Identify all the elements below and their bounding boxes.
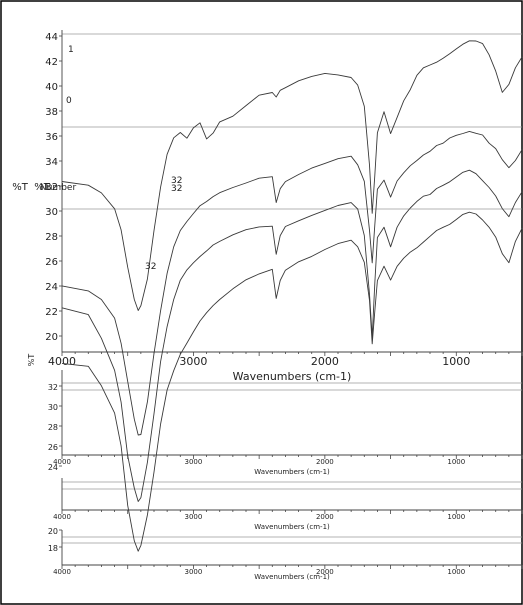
x-tick-label: 3000 [185,513,203,521]
y-tick-label: 32 [48,383,58,392]
x-tick-label: 4000 [48,355,76,368]
y-tick-label: 22 [45,307,58,318]
x-tick-label: 3000 [185,568,203,576]
y-tick-label: 24 [48,463,58,472]
x-tick-label: 4000 [53,568,71,576]
y-tick-label: 34 [45,157,58,168]
chart-annotation: 32 [145,262,156,272]
y-tick-label: 32 [45,182,58,193]
x-tick-label: 1000 [447,458,465,466]
y-tick-label: 42 [45,57,58,68]
panel-2-axes: 4000 3000 2000 1000 Wavenumbers (cm-1) 32 30 28… [27,354,523,476]
y-tick-label: 44 [45,32,58,43]
x-tick-label: 2000 [316,513,334,521]
y-tick-label: 30 [48,403,58,412]
y-tick-label: 28 [45,232,58,243]
spectrum-trace-3 [61,169,523,502]
x-tick-label: 1000 [447,513,465,521]
y-tick-label: 30 [45,207,58,218]
x-tick-label: 2000 [316,458,334,466]
panel-guides [62,33,522,544]
x-tick-label: 4000 [53,513,71,521]
spectra-layer [61,40,523,552]
x-tick-label: 2000 [311,355,339,368]
y-tick-label: 20 [48,527,58,536]
x-tick-label: 4000 [53,458,71,466]
x-axis-label: Wavenumbers (cm-1) [233,370,352,383]
y-tick-label: 28 [48,423,58,432]
spectrum-trace-1 [61,40,523,311]
chart-annotation: 32 [171,176,182,186]
chart-annotation: Number [40,183,76,193]
y-tick-label: 26 [45,257,58,268]
chart-annotation: 1 [68,45,74,55]
x-axis-label: Wavenumbers (cm-1) [254,468,330,476]
panel-4-axes: 4000 3000 2000 1000 Wavenumbers (cm-1) [53,564,523,581]
chart-annotation: %T [12,182,29,193]
x-tick-label: 1000 [447,568,465,576]
y-tick-label: 24 [45,282,58,293]
panel-1-axes: 4000 3000 2000 1000 Wavenumbers (cm-1) 44 42 40… [34,32,523,383]
axes-layer: 4000 3000 2000 1000 Wavenumbers (cm-1) 44 42 40… [27,32,523,581]
panel-3-axes: 4000 3000 2000 1000 Wavenumbers (cm-1) 20 18 [48,509,523,553]
y-tick-label: 38 [45,107,58,118]
spectrum-trace-2 [61,130,523,436]
y-tick-label: 26 [48,443,58,452]
x-axis-label: Wavenumbers (cm-1) [254,523,330,531]
x-tick-label: 3000 [185,458,203,466]
x-tick-label: 1000 [442,355,470,368]
chart-annotation: 32 [171,184,182,194]
y-tick-label: 36 [45,132,58,143]
y-tick-label: 18 [48,544,58,553]
y-tick-label: 40 [45,82,58,93]
x-tick-label: 3000 [179,355,207,368]
y-axis-label: %T [34,182,51,193]
y-axis-label: %T [27,354,36,367]
chart-annotation: 0 [66,96,72,106]
x-axis-label: Wavenumbers (cm-1) [254,573,330,581]
spectrum-trace-4 [61,211,523,552]
x-tick-label: 2000 [316,568,334,576]
y-tick-label: 20 [45,332,58,343]
